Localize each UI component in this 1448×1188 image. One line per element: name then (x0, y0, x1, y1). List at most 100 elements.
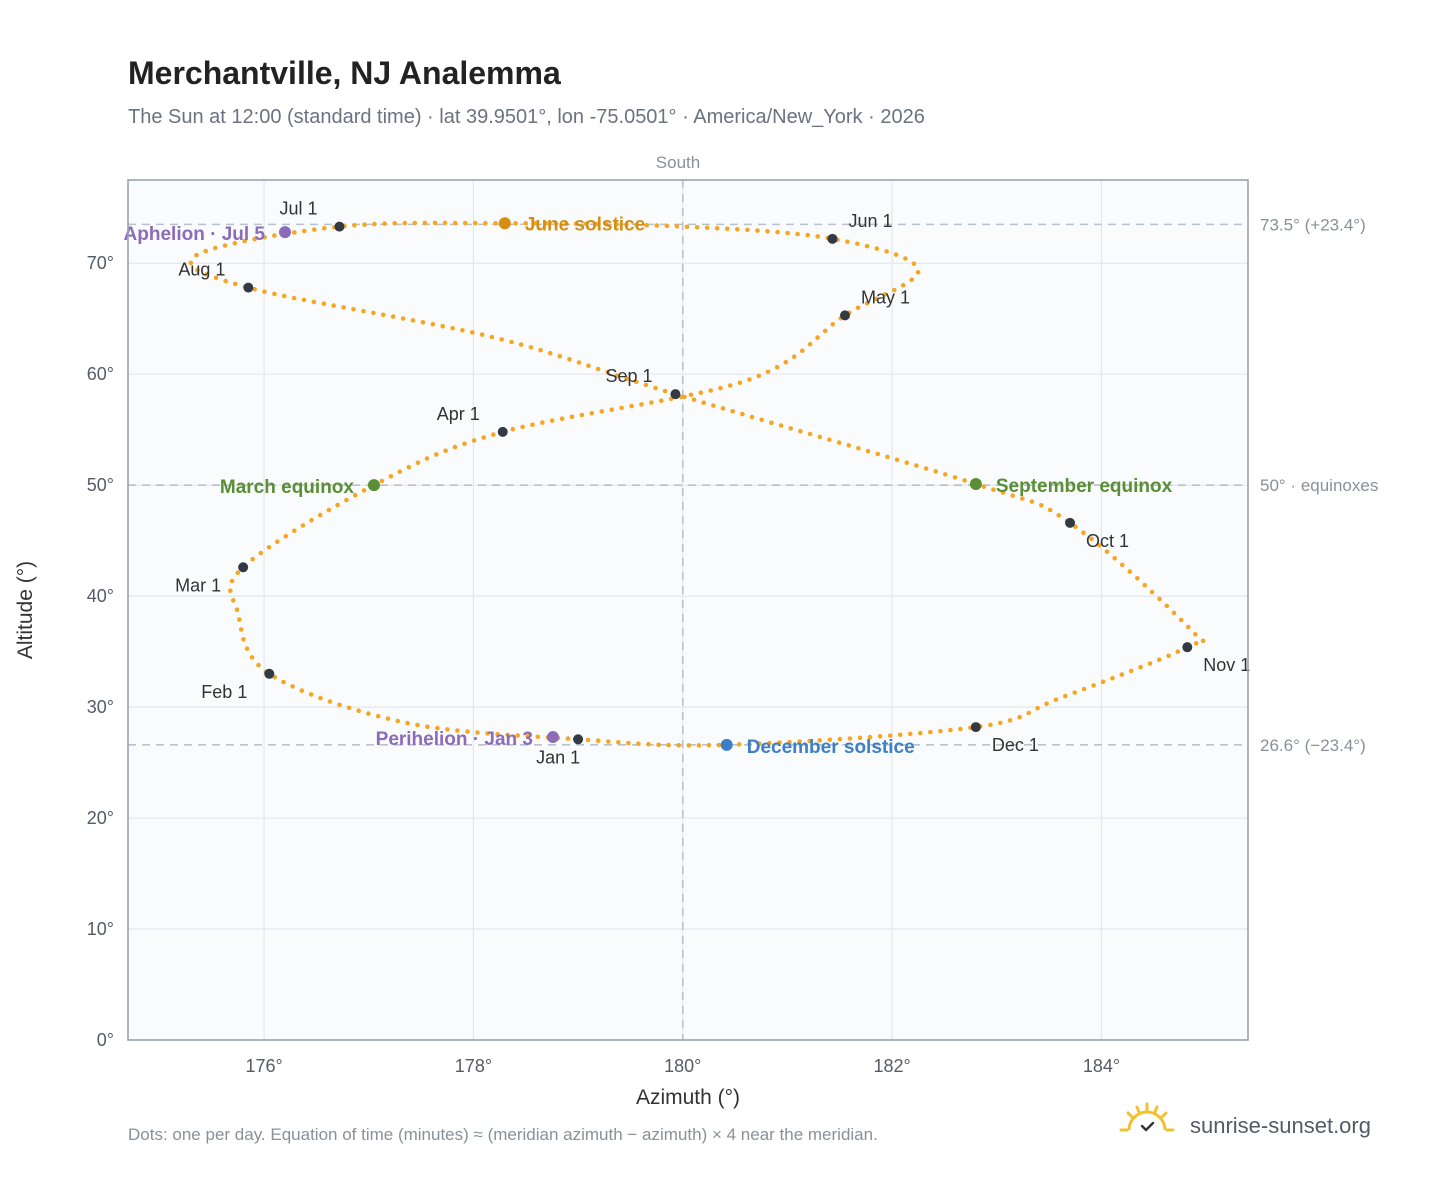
daily-dot (624, 376, 629, 382)
daily-dot (528, 345, 534, 350)
month-marker (497, 426, 508, 437)
daily-dot (659, 398, 664, 404)
daily-dot (445, 727, 450, 732)
month-marker-label: Jan 1 (536, 747, 580, 767)
month-marker-label: Aug 1 (178, 260, 225, 280)
daily-dot (855, 305, 861, 311)
daily-dot (1026, 710, 1031, 716)
daily-dot (595, 738, 601, 743)
daily-dot (1104, 549, 1110, 554)
month-marker (670, 389, 681, 400)
sun-logo-icon (1119, 1102, 1175, 1132)
daily-dot (643, 382, 649, 388)
daily-dot (774, 365, 780, 370)
month-marker-label: Sep 1 (605, 366, 652, 386)
daily-dot (735, 227, 740, 232)
daily-dot (462, 441, 467, 447)
daily-dot (836, 440, 842, 445)
daily-dot (1097, 543, 1102, 548)
daily-dot (1053, 697, 1059, 702)
daily-dot (543, 221, 549, 226)
daily-dot (856, 446, 861, 451)
daily-dot (523, 221, 528, 226)
daily-dot (1017, 714, 1022, 720)
daily-dot (877, 734, 883, 739)
daily-dot (213, 275, 219, 281)
daily-dot (249, 655, 255, 660)
daily-dot (281, 679, 286, 685)
daily-dot (452, 220, 458, 226)
event-marker (498, 217, 511, 230)
daily-dot (223, 278, 228, 284)
daily-dot (379, 478, 385, 484)
daily-dot (1120, 562, 1125, 568)
daily-dot (785, 230, 790, 236)
daily-dot (256, 662, 261, 668)
month-marker-label: Apr 1 (437, 404, 480, 424)
daily-dot (1135, 576, 1140, 581)
daily-dot (884, 249, 889, 254)
month-marker-label: Nov 1 (1203, 655, 1250, 675)
y-axis-label: Altitude (°) (14, 561, 37, 659)
daily-dot (797, 739, 802, 744)
daily-dot (817, 738, 822, 743)
daily-dot (1119, 672, 1125, 677)
daily-dot (346, 705, 352, 711)
daily-dot (1020, 496, 1025, 501)
daily-dot (688, 392, 694, 398)
daily-dot (943, 472, 948, 477)
daily-dot (1200, 638, 1206, 643)
daily-dot (1000, 490, 1006, 495)
daily-dot (918, 730, 923, 736)
daily-dot (923, 466, 929, 471)
x-axis-label: Azimuth (°) (636, 1086, 740, 1109)
month-marker-label: Oct 1 (1086, 531, 1129, 551)
daily-dot (549, 418, 555, 423)
daily-dot (885, 454, 890, 460)
daily-dot (767, 740, 772, 746)
daily-dot (599, 409, 605, 414)
reference-line-label: 73.5° (+23.4°) (1260, 215, 1366, 234)
daily-dot (991, 487, 996, 493)
daily-dot (594, 221, 599, 227)
daily-dot (422, 220, 428, 226)
event-marker (720, 738, 733, 751)
daily-dot (795, 231, 800, 237)
daily-dot (708, 388, 713, 393)
event-marker (546, 731, 559, 744)
x-axis-ticks: 176° 178° 180° 182° 184° (245, 1056, 1120, 1076)
daily-dot (952, 475, 958, 480)
daily-dot (787, 739, 792, 745)
daily-dot (656, 742, 661, 747)
daily-dot (800, 348, 805, 354)
daily-dot (837, 736, 843, 742)
daily-dot (614, 373, 620, 378)
daily-dot (1056, 513, 1061, 518)
daily-dot (1047, 507, 1053, 513)
daily-dot (727, 383, 733, 388)
daily-dot (634, 222, 639, 228)
daily-dot (1138, 664, 1143, 670)
daily-dot (745, 227, 750, 233)
daily-dot (442, 220, 448, 226)
daily-dot (847, 736, 853, 741)
month-marker (264, 668, 275, 679)
daily-dot (887, 733, 893, 738)
daily-dot (547, 350, 553, 356)
month-marker (1065, 517, 1076, 528)
daily-dot (515, 733, 520, 738)
x-tick-label: 176° (245, 1056, 282, 1076)
daily-dot (481, 435, 487, 440)
daily-dot (272, 291, 277, 297)
daily-dot (691, 397, 697, 403)
daily-dot (430, 321, 436, 327)
daily-dot (1035, 705, 1040, 711)
daily-dot (701, 400, 706, 406)
daily-dot (326, 507, 332, 513)
daily-dot (455, 728, 460, 733)
daily-dot (1186, 624, 1191, 630)
daily-dot (573, 221, 579, 226)
daily-dot (405, 720, 410, 726)
daily-dot (1044, 701, 1049, 706)
daily-dot (740, 411, 745, 417)
